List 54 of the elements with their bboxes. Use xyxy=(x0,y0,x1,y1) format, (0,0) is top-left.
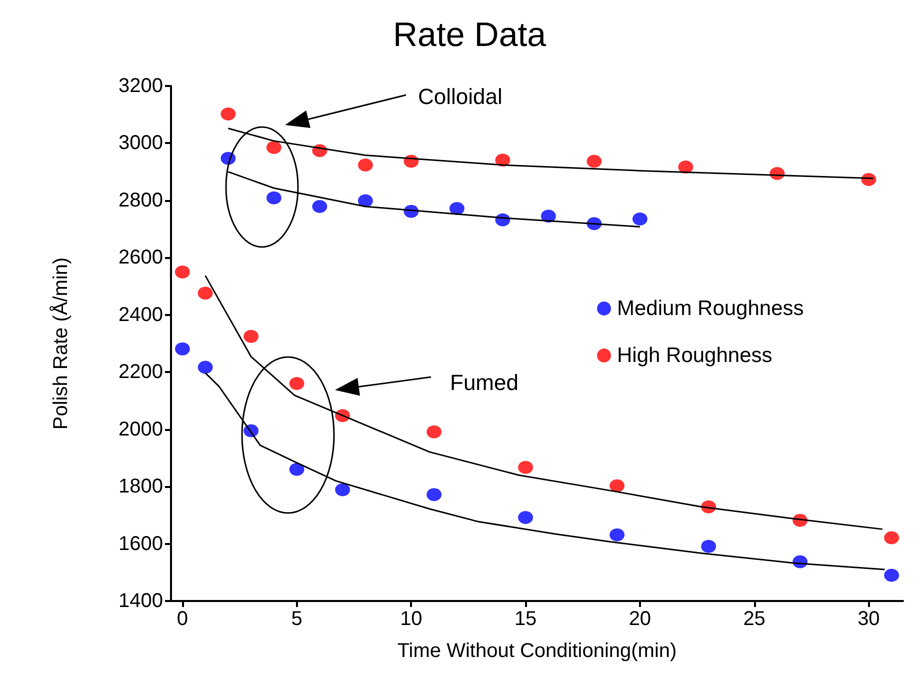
y-tick-label: 2600 xyxy=(118,246,163,269)
x-tick-label: 30 xyxy=(858,608,880,630)
legend-label: Medium Roughness xyxy=(617,297,804,320)
point xyxy=(610,528,625,542)
annotation: Colloidal xyxy=(418,84,502,109)
point xyxy=(174,265,190,278)
point xyxy=(586,154,602,168)
point xyxy=(426,488,442,502)
y-tick-label: 2200 xyxy=(118,361,163,384)
point xyxy=(174,342,190,356)
point xyxy=(518,460,534,474)
legend-label: High Roughness xyxy=(617,344,772,367)
point xyxy=(884,531,900,544)
y-tick-label: 2800 xyxy=(118,189,163,212)
y-tick-label: 1600 xyxy=(118,532,163,555)
point xyxy=(335,483,350,496)
y-tick-label: 1800 xyxy=(118,476,163,498)
y-axis-title: Polish Rate (Å/min) xyxy=(49,257,72,430)
y-tick-label: 2400 xyxy=(118,304,163,326)
x-tick-label: 10 xyxy=(400,608,422,630)
chart-title: Rate Data xyxy=(393,16,546,54)
x-tick-label: 5 xyxy=(291,608,302,630)
point xyxy=(495,154,510,167)
point xyxy=(266,191,282,204)
annotation: Fumed xyxy=(450,370,518,395)
point xyxy=(426,425,442,438)
point xyxy=(244,330,259,343)
point xyxy=(198,360,213,374)
point xyxy=(266,141,282,154)
point xyxy=(518,510,534,524)
point xyxy=(449,202,464,215)
point xyxy=(632,212,648,226)
point xyxy=(289,377,304,390)
point xyxy=(678,160,694,174)
point xyxy=(312,200,328,213)
point xyxy=(220,108,236,121)
point xyxy=(198,286,213,300)
y-tick-label: 3200 xyxy=(118,75,163,97)
x-tick-label: 15 xyxy=(514,608,537,630)
point xyxy=(358,194,373,208)
y-tick-label: 1400 xyxy=(118,590,163,612)
point xyxy=(610,479,625,492)
x-tick-label: 25 xyxy=(743,608,766,630)
point xyxy=(358,158,373,172)
line-series xyxy=(227,171,641,228)
point xyxy=(884,568,900,582)
x-tick-label: 20 xyxy=(628,608,652,630)
point xyxy=(701,540,716,553)
x-axis-title: Time Without Conditioning(min) xyxy=(397,640,677,662)
y-tick-label: 3000 xyxy=(118,132,163,154)
x-tick-label: 0 xyxy=(176,608,188,630)
y-tick-label: 2000 xyxy=(118,418,163,440)
point xyxy=(289,462,304,476)
line-series xyxy=(204,274,884,530)
